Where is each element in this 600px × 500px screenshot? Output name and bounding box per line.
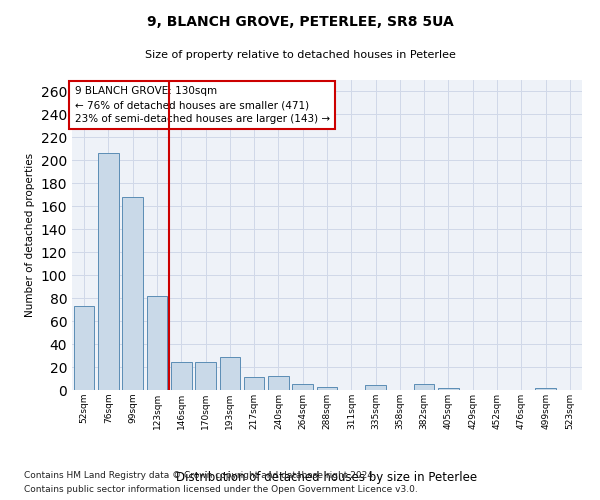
Bar [292, 384, 313, 390]
Text: 9, BLANCH GROVE, PETERLEE, SR8 5UA: 9, BLANCH GROVE, PETERLEE, SR8 5UA [146, 15, 454, 29]
Text: Contains public sector information licensed under the Open Government Licence v3: Contains public sector information licen… [24, 486, 418, 494]
Bar [220, 356, 240, 390]
Text: 9 BLANCH GROVE: 130sqm
← 76% of detached houses are smaller (471)
23% of semi-de: 9 BLANCH GROVE: 130sqm ← 76% of detached… [74, 86, 329, 124]
Bar [171, 362, 191, 390]
Bar [438, 388, 459, 390]
Y-axis label: Number of detached properties: Number of detached properties [25, 153, 35, 317]
Text: Contains HM Land Registry data © Crown copyright and database right 2024.: Contains HM Land Registry data © Crown c… [24, 470, 376, 480]
Bar [122, 197, 143, 390]
Bar [98, 154, 119, 390]
Bar [195, 362, 216, 390]
Bar [146, 296, 167, 390]
Bar [535, 388, 556, 390]
X-axis label: Distribution of detached houses by size in Peterlee: Distribution of detached houses by size … [176, 471, 478, 484]
Bar [268, 376, 289, 390]
Bar [74, 306, 94, 390]
Bar [365, 386, 386, 390]
Bar [414, 384, 434, 390]
Text: Size of property relative to detached houses in Peterlee: Size of property relative to detached ho… [145, 50, 455, 60]
Bar [244, 378, 265, 390]
Bar [317, 386, 337, 390]
